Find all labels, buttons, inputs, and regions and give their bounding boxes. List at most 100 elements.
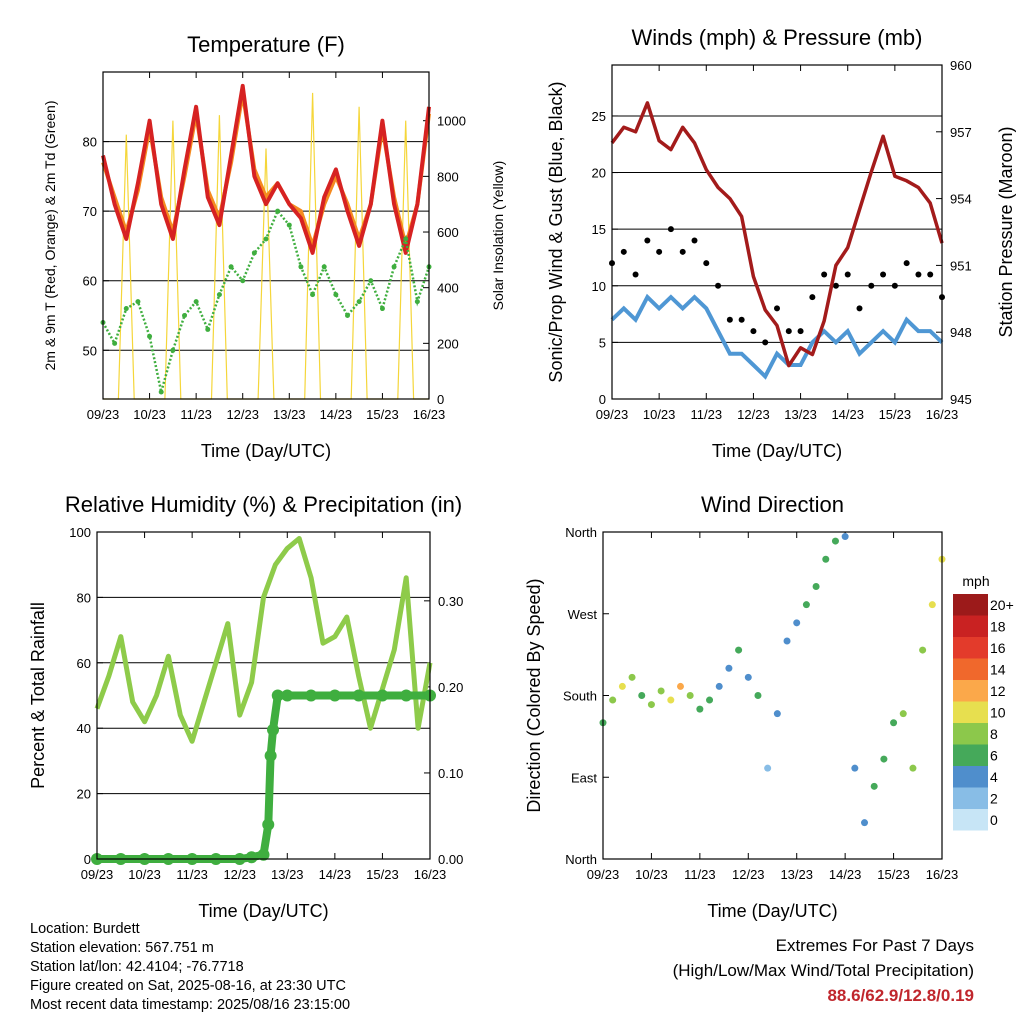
direction-point [744, 673, 752, 681]
gust-point [903, 260, 910, 267]
y2-tick-label: 200 [437, 336, 459, 351]
chart-panel-2: 0 5 10 15 20 25 945 948 951 954 957 960 09/23 10/23 11… [546, 25, 1016, 461]
gust-point [715, 282, 722, 289]
direction-point [880, 755, 888, 763]
legend-label: 14 [990, 662, 1006, 678]
x-tick-label: 09/23 [587, 867, 620, 882]
gust-point [726, 316, 733, 323]
precip-point [400, 689, 413, 702]
direction-point [676, 682, 684, 690]
y2-tick-label: 600 [437, 225, 459, 240]
gust-point [656, 248, 663, 255]
precip-point [352, 689, 365, 702]
y-tick-label: 60 [83, 274, 97, 289]
y-tick-label: 20 [592, 166, 606, 181]
x-tick-label: 10/23 [635, 867, 668, 882]
x-tick-label: 15/23 [877, 867, 910, 882]
gust-point [880, 271, 887, 278]
direction-point [822, 555, 830, 563]
x-tick-label: 13/23 [273, 407, 306, 422]
x-tick-label: 15/23 [366, 407, 399, 422]
x-axis-label: Time (Day/UTC) [707, 901, 837, 921]
y2-axis-label: Station Pressure (Maroon) [996, 126, 1016, 337]
gust-point [797, 328, 804, 335]
legend-swatch [953, 744, 988, 766]
gust-point [915, 271, 922, 278]
y2-tick-label: 0.30 [438, 594, 463, 609]
y-tick-label: East [571, 770, 597, 785]
y-axis-label: Direction (Colored By Speed) [524, 578, 544, 812]
legend-swatch [953, 680, 988, 702]
y2-tick-label: 0.20 [438, 680, 463, 695]
series-t9m-line [101, 90, 431, 248]
gust-point [632, 271, 639, 278]
legend-label: 6 [990, 748, 998, 764]
direction-point [609, 696, 617, 704]
y2-tick-label: 0.00 [438, 852, 463, 867]
legend-label: 18 [990, 619, 1006, 635]
plot-frame [102, 71, 430, 400]
chart-title: Relative Humidity (%) & Precipitation (i… [65, 492, 462, 517]
direction-point [909, 764, 917, 772]
y2-tick-label: 0 [437, 392, 444, 407]
legend-swatch [953, 615, 988, 637]
y2-tick-label: 951 [950, 258, 972, 273]
y-axis-label: 2m & 9m T (Red, Orange) & 2m Td (Green) [42, 101, 58, 371]
y-tick-label: 60 [77, 656, 91, 671]
precip-point [267, 723, 280, 736]
x-tick-label: 14/23 [319, 867, 352, 882]
legend-label: 8 [990, 726, 998, 742]
legend-label: 0 [990, 812, 998, 828]
series-t2m-line [101, 83, 431, 255]
direction-point [899, 710, 907, 718]
x-tick-label: 11/23 [180, 407, 212, 422]
legend-swatch [953, 723, 988, 745]
direction-point [715, 682, 723, 690]
direction-point [851, 764, 859, 772]
y-tick-label: 5 [599, 335, 606, 350]
legend-swatch [953, 701, 988, 723]
x-axis-label: Time (Day/UTC) [198, 901, 328, 921]
y2-tick-label: 0.10 [438, 766, 463, 781]
gust-point [750, 328, 757, 335]
x-tick-label: 16/23 [413, 407, 446, 422]
x-tick-label: 12/23 [226, 407, 259, 422]
x-tick-label: 13/23 [784, 407, 817, 422]
recent-timestamp: Most recent data timestamp: 2025/08/16 2… [30, 997, 351, 1013]
station-location: Location: Burdett [30, 921, 140, 937]
y-tick-label: 0 [84, 852, 91, 867]
y2-tick-label: 960 [950, 58, 972, 73]
y2-tick-label: 948 [950, 325, 972, 340]
extremes-summary: Extremes For Past 7 Days (High/Low/Max W… [673, 933, 974, 1008]
gust-point [620, 248, 627, 255]
y-tick-label: 15 [592, 222, 606, 237]
chart-title: Winds (mph) & Pressure (mb) [632, 25, 923, 50]
series-wind-line [610, 293, 944, 380]
y-tick-label: 80 [77, 590, 91, 605]
precip-point [264, 749, 277, 762]
legend-label: 12 [990, 683, 1006, 699]
series-pressure-line [610, 101, 944, 368]
x-tick-label: 16/23 [414, 867, 447, 882]
y-tick-label: 100 [69, 525, 91, 540]
y-tick-label: 80 [83, 135, 97, 150]
direction-point [919, 646, 927, 654]
direction-point [861, 819, 869, 827]
y-tick-label: South [563, 689, 597, 704]
direction-point [735, 646, 743, 654]
gust-point [891, 282, 898, 289]
direction-point [783, 637, 791, 645]
plot-frame [96, 531, 431, 860]
chart-title: Wind Direction [701, 492, 844, 517]
direction-point [812, 583, 820, 590]
x-tick-label: 10/23 [128, 867, 161, 882]
chart-title: Temperature (F) [187, 32, 345, 57]
gust-point [927, 271, 934, 278]
gust-point [844, 271, 851, 278]
x-tick-label: 11/23 [690, 407, 722, 422]
precip-point [328, 689, 341, 702]
direction-point [764, 764, 772, 772]
legend-swatch [953, 594, 988, 616]
precip-point [257, 848, 270, 861]
